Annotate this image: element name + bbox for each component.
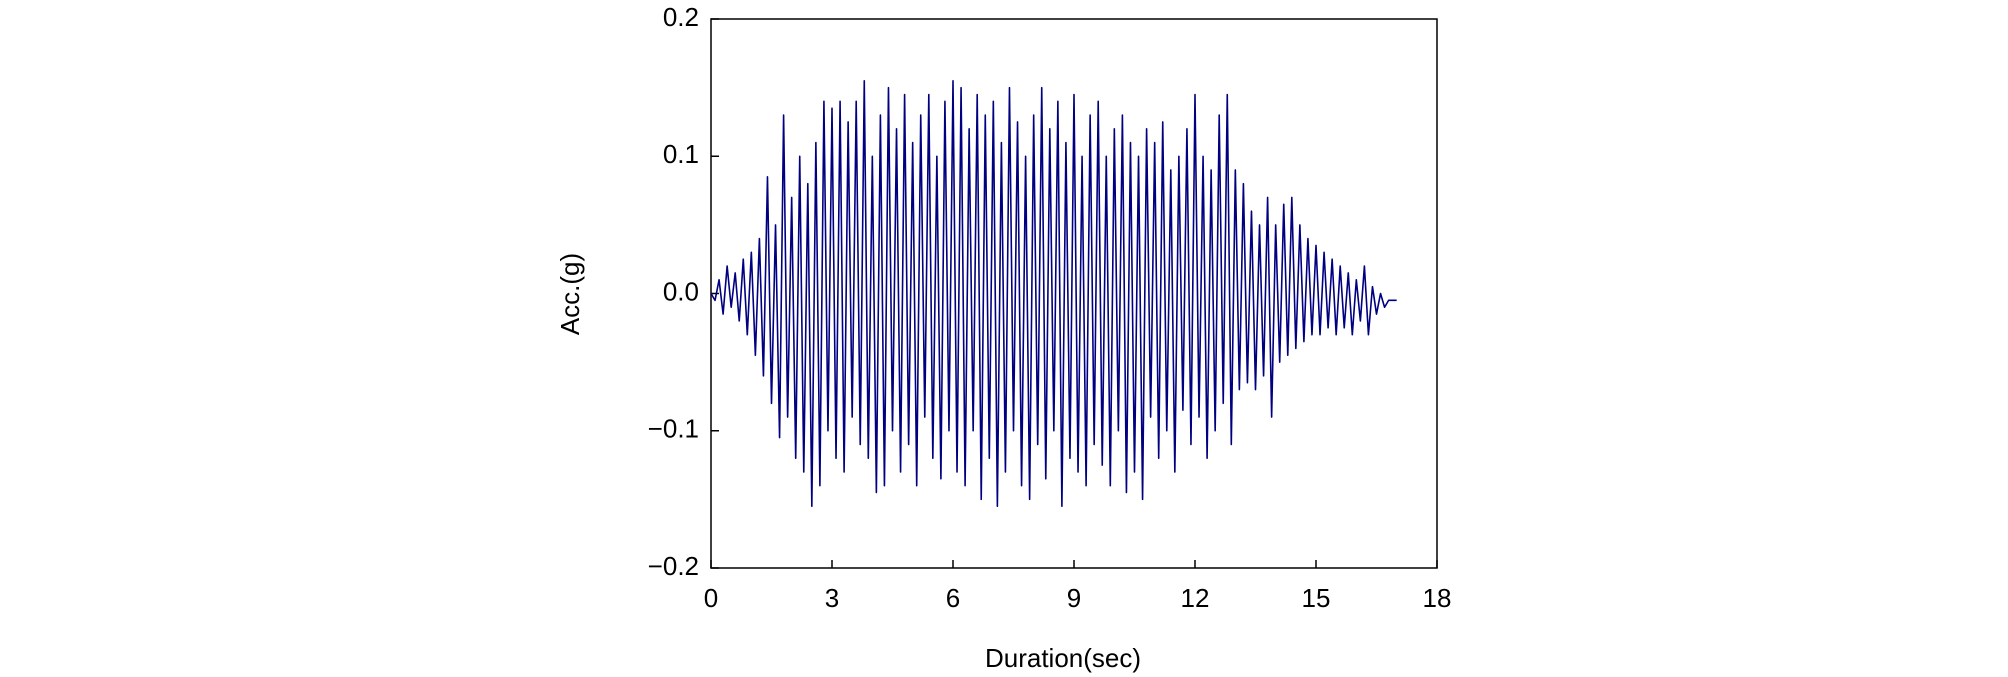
- x-tick-label: 18: [1423, 583, 1452, 613]
- x-tick-label: 6: [946, 583, 960, 613]
- y-tick-label: −0.1: [648, 414, 699, 444]
- x-tick-label: 0: [704, 583, 718, 613]
- y-tick-label: 0.1: [663, 139, 699, 169]
- x-tick-label: 12: [1181, 583, 1210, 613]
- x-axis-label: Duration(sec): [985, 643, 1141, 673]
- y-tick-label: 0.0: [663, 276, 699, 306]
- x-tick-label: 3: [825, 583, 839, 613]
- y-tick-label: −0.2: [648, 551, 699, 581]
- x-tick-label: 15: [1302, 583, 1331, 613]
- x-tick-label: 9: [1067, 583, 1081, 613]
- data-line: [710, 79, 1397, 508]
- y-axis-label: Acc.(g): [555, 253, 585, 335]
- y-tick-label: 0.2: [663, 2, 699, 32]
